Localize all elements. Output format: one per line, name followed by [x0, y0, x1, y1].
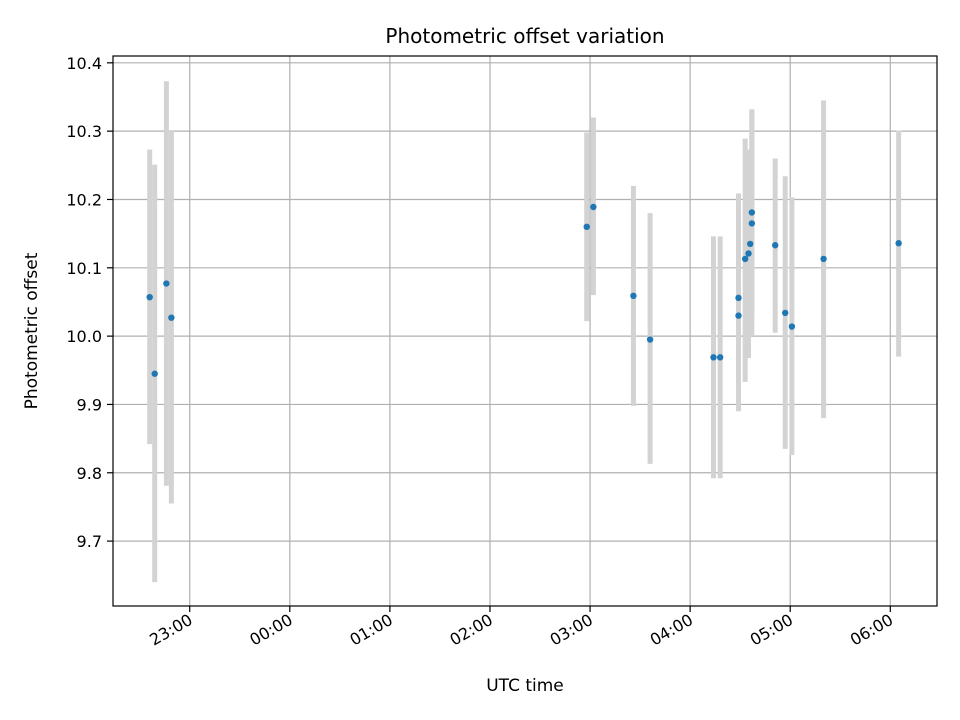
data-point — [146, 293, 153, 301]
data-point — [163, 280, 170, 287]
data-point — [741, 255, 749, 263]
data-point — [746, 240, 754, 248]
y-tick-label: 10.4 — [66, 54, 102, 73]
data-point — [820, 255, 827, 263]
data-point — [630, 292, 637, 300]
data-point — [151, 370, 158, 377]
x-axis-label: UTC time — [486, 676, 564, 696]
data-point — [895, 240, 902, 247]
data-points — [146, 203, 902, 377]
data-point — [772, 242, 779, 249]
data-point — [583, 223, 590, 231]
y-tick-label: 9.7 — [77, 532, 102, 551]
grid — [113, 56, 937, 606]
data-point — [710, 354, 717, 361]
data-point — [748, 220, 756, 227]
y-tick-label: 10.3 — [66, 122, 102, 141]
y-axis-label: Photometric offset — [22, 252, 42, 409]
y-tick-label: 10.2 — [66, 190, 102, 209]
y-tick-label: 9.8 — [77, 464, 102, 483]
data-point — [735, 312, 742, 319]
y-tick-label: 10.1 — [66, 259, 102, 278]
plot-frame — [112, 55, 938, 607]
y-tick-label: 9.9 — [77, 395, 102, 414]
data-point — [745, 250, 752, 257]
data-point — [748, 209, 756, 216]
chart-title: Photometric offset variation — [385, 24, 664, 48]
data-point — [646, 336, 654, 343]
y-tick-label: 10.0 — [66, 327, 102, 346]
data-point — [716, 354, 724, 361]
data-point — [788, 323, 796, 330]
data-point — [590, 203, 597, 211]
data-point — [168, 314, 175, 321]
data-point — [735, 294, 742, 302]
y-axis: 9.7 9.8 9.9 10.0 10.1 10.2 10.3 10.4 — [66, 54, 113, 551]
data-point — [782, 309, 789, 317]
